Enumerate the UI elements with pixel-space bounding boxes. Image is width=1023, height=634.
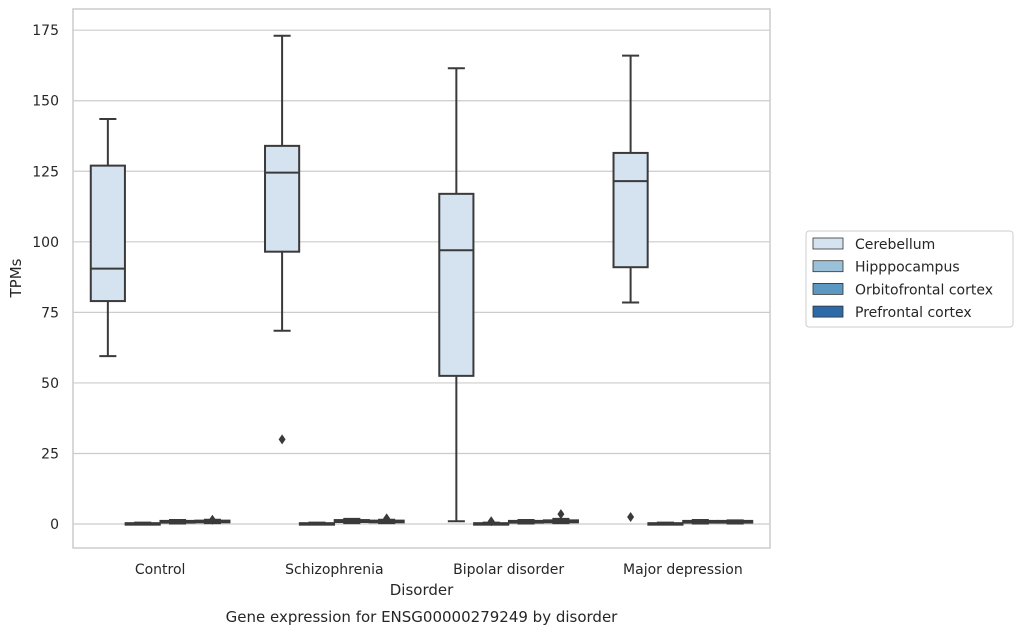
box-0-1 bbox=[124, 521, 161, 526]
box-0-0 bbox=[89, 118, 126, 358]
x-tick-label: Control bbox=[135, 562, 186, 578]
outlier-point bbox=[487, 516, 495, 527]
y-tick-label: 175 bbox=[32, 23, 59, 39]
y-tick-label: 0 bbox=[50, 517, 59, 533]
legend-swatch bbox=[812, 237, 844, 250]
x-tick-label: Major depression bbox=[623, 562, 743, 578]
outlier-point bbox=[278, 434, 286, 445]
box-1-1 bbox=[298, 521, 336, 526]
outlier-point bbox=[627, 511, 635, 522]
legend-frame bbox=[805, 230, 1014, 328]
legend-label: Orbitofrontal cortex bbox=[855, 282, 993, 298]
outlier-point bbox=[557, 509, 565, 520]
legend-label: Prefrontal cortex bbox=[855, 305, 972, 321]
box-3-0 bbox=[612, 54, 649, 522]
legend-swatch bbox=[812, 305, 844, 318]
box-series bbox=[89, 34, 754, 527]
x-tick-label: Schizophrenia bbox=[285, 562, 383, 578]
y-tick-labels: 0 25 50 75 100 125 150 175 bbox=[32, 23, 59, 533]
box-2-1 bbox=[473, 516, 510, 527]
legend-label: Cerebellum bbox=[855, 237, 935, 253]
outlier-point bbox=[383, 513, 391, 524]
legend-swatch bbox=[812, 260, 844, 273]
y-tick-label: 25 bbox=[41, 446, 59, 462]
x-axis-title: Disorder bbox=[390, 581, 454, 599]
outlier-point bbox=[208, 514, 216, 525]
y-axis-title: TPMs bbox=[7, 258, 25, 298]
legend-swatch bbox=[812, 282, 844, 295]
y-tick-label: 50 bbox=[41, 376, 59, 392]
legend-label: Hipppocampus bbox=[855, 260, 960, 276]
box-2-3 bbox=[542, 509, 579, 525]
box-3-2 bbox=[682, 519, 719, 525]
box-0-3 bbox=[194, 514, 231, 525]
box-body bbox=[89, 164, 126, 303]
box-1-3 bbox=[368, 513, 405, 525]
x-tick-label: Bipolar disorder bbox=[453, 562, 564, 578]
y-tick-label: 150 bbox=[32, 94, 59, 110]
box-body bbox=[612, 151, 649, 269]
box-body bbox=[438, 192, 475, 377]
box-1-2 bbox=[333, 517, 370, 525]
box-3-3 bbox=[717, 519, 754, 525]
box-0-2 bbox=[159, 519, 196, 525]
box-1-0 bbox=[264, 34, 301, 445]
box-2-0 bbox=[438, 67, 475, 523]
box-3-1 bbox=[647, 521, 684, 526]
box-2-2 bbox=[507, 519, 545, 525]
x-tick-labels: Control Schizophrenia Bipolar disorder Majo… bbox=[135, 562, 743, 578]
y-tick-label: 75 bbox=[41, 305, 59, 321]
plot-frame bbox=[72, 8, 771, 549]
y-tick-label: 100 bbox=[32, 235, 59, 251]
legend: Cerebellum Hipppocampus Orbitofrontal cort… bbox=[805, 230, 1014, 328]
box-body bbox=[264, 144, 301, 253]
gridlines bbox=[73, 29, 770, 525]
y-tick-label: 125 bbox=[32, 164, 59, 180]
chart-caption: Gene expression for ENSG00000279249 by d… bbox=[226, 608, 619, 626]
